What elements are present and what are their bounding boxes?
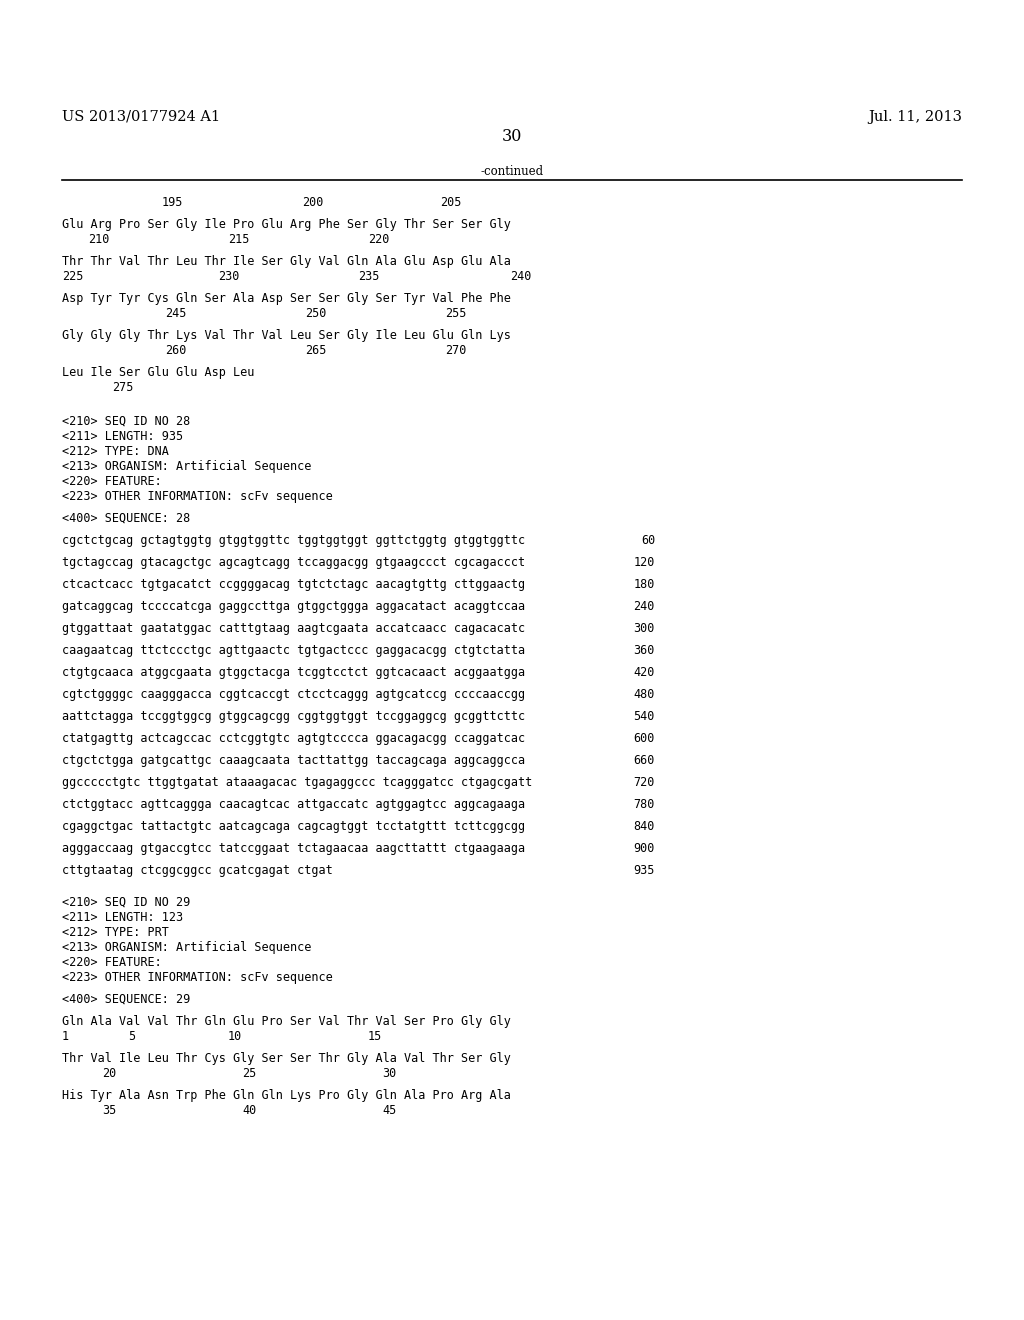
Text: Asp Tyr Tyr Cys Gln Ser Ala Asp Ser Ser Gly Ser Tyr Val Phe Phe: Asp Tyr Tyr Cys Gln Ser Ala Asp Ser Ser … — [62, 292, 511, 305]
Text: 720: 720 — [634, 776, 655, 789]
Text: Gly Gly Gly Thr Lys Val Thr Val Leu Ser Gly Ile Leu Glu Gln Lys: Gly Gly Gly Thr Lys Val Thr Val Leu Ser … — [62, 329, 511, 342]
Text: gatcaggcag tccccatcga gaggccttga gtggctggga aggacatact acaggtccaa: gatcaggcag tccccatcga gaggccttga gtggctg… — [62, 601, 525, 612]
Text: 900: 900 — [634, 842, 655, 855]
Text: 30: 30 — [382, 1067, 396, 1080]
Text: 30: 30 — [502, 128, 522, 145]
Text: 60: 60 — [641, 535, 655, 546]
Text: <212> TYPE: DNA: <212> TYPE: DNA — [62, 445, 169, 458]
Text: 120: 120 — [634, 556, 655, 569]
Text: 260: 260 — [165, 345, 186, 356]
Text: <213> ORGANISM: Artificial Sequence: <213> ORGANISM: Artificial Sequence — [62, 941, 311, 954]
Text: 250: 250 — [305, 308, 327, 319]
Text: 255: 255 — [445, 308, 466, 319]
Text: <220> FEATURE:: <220> FEATURE: — [62, 956, 162, 969]
Text: <210> SEQ ID NO 28: <210> SEQ ID NO 28 — [62, 414, 190, 428]
Text: 15: 15 — [368, 1030, 382, 1043]
Text: ctctggtacc agttcaggga caacagtcac attgaccatc agtggagtcc aggcagaaga: ctctggtacc agttcaggga caacagtcac attgacc… — [62, 799, 525, 810]
Text: ctcactcacc tgtgacatct ccggggacag tgtctctagc aacagtgttg cttggaactg: ctcactcacc tgtgacatct ccggggacag tgtctct… — [62, 578, 525, 591]
Text: 215: 215 — [228, 234, 250, 246]
Text: cgctctgcag gctagtggtg gtggtggttc tggtggtggt ggttctggtg gtggtggttc: cgctctgcag gctagtggtg gtggtggttc tggtggt… — [62, 535, 525, 546]
Text: 540: 540 — [634, 710, 655, 723]
Text: 235: 235 — [358, 271, 379, 282]
Text: <400> SEQUENCE: 29: <400> SEQUENCE: 29 — [62, 993, 190, 1006]
Text: Jul. 11, 2013: Jul. 11, 2013 — [868, 110, 962, 124]
Text: 600: 600 — [634, 733, 655, 744]
Text: 1: 1 — [62, 1030, 70, 1043]
Text: 195: 195 — [162, 195, 183, 209]
Text: ctgctctgga gatgcattgc caaagcaata tacttattgg taccagcaga aggcaggcca: ctgctctgga gatgcattgc caaagcaata tacttat… — [62, 754, 525, 767]
Text: 240: 240 — [510, 271, 531, 282]
Text: 780: 780 — [634, 799, 655, 810]
Text: Thr Val Ile Leu Thr Cys Gly Ser Ser Thr Gly Ala Val Thr Ser Gly: Thr Val Ile Leu Thr Cys Gly Ser Ser Thr … — [62, 1052, 511, 1065]
Text: <400> SEQUENCE: 28: <400> SEQUENCE: 28 — [62, 512, 190, 525]
Text: 20: 20 — [102, 1067, 117, 1080]
Text: <223> OTHER INFORMATION: scFv sequence: <223> OTHER INFORMATION: scFv sequence — [62, 490, 333, 503]
Text: 35: 35 — [102, 1104, 117, 1117]
Text: Leu Ile Ser Glu Glu Asp Leu: Leu Ile Ser Glu Glu Asp Leu — [62, 366, 254, 379]
Text: US 2013/0177924 A1: US 2013/0177924 A1 — [62, 110, 220, 124]
Text: 935: 935 — [634, 865, 655, 876]
Text: <210> SEQ ID NO 29: <210> SEQ ID NO 29 — [62, 896, 190, 909]
Text: gtggattaat gaatatggac catttgtaag aagtcgaata accatcaacc cagacacatc: gtggattaat gaatatggac catttgtaag aagtcga… — [62, 622, 525, 635]
Text: 840: 840 — [634, 820, 655, 833]
Text: tgctagccag gtacagctgc agcagtcagg tccaggacgg gtgaagccct cgcagaccct: tgctagccag gtacagctgc agcagtcagg tccagga… — [62, 556, 525, 569]
Text: agggaccaag gtgaccgtcc tatccggaat tctagaacaa aagcttattt ctgaagaaga: agggaccaag gtgaccgtcc tatccggaat tctagaa… — [62, 842, 525, 855]
Text: 205: 205 — [440, 195, 462, 209]
Text: 270: 270 — [445, 345, 466, 356]
Text: <211> LENGTH: 123: <211> LENGTH: 123 — [62, 911, 183, 924]
Text: caagaatcag ttctccctgc agttgaactc tgtgactccc gaggacacgg ctgtctatta: caagaatcag ttctccctgc agttgaactc tgtgact… — [62, 644, 525, 657]
Text: 5: 5 — [128, 1030, 135, 1043]
Text: 420: 420 — [634, 667, 655, 678]
Text: <212> TYPE: PRT: <212> TYPE: PRT — [62, 927, 169, 939]
Text: 10: 10 — [228, 1030, 243, 1043]
Text: 210: 210 — [88, 234, 110, 246]
Text: <211> LENGTH: 935: <211> LENGTH: 935 — [62, 430, 183, 444]
Text: 220: 220 — [368, 234, 389, 246]
Text: 300: 300 — [634, 622, 655, 635]
Text: cgtctggggc caagggacca cggtcaccgt ctcctcaggg agtgcatccg ccccaaccgg: cgtctggggc caagggacca cggtcaccgt ctcctca… — [62, 688, 525, 701]
Text: 240: 240 — [634, 601, 655, 612]
Text: <223> OTHER INFORMATION: scFv sequence: <223> OTHER INFORMATION: scFv sequence — [62, 972, 333, 983]
Text: cgaggctgac tattactgtc aatcagcaga cagcagtggt tcctatgttt tcttcggcgg: cgaggctgac tattactgtc aatcagcaga cagcagt… — [62, 820, 525, 833]
Text: 480: 480 — [634, 688, 655, 701]
Text: His Tyr Ala Asn Trp Phe Gln Gln Lys Pro Gly Gln Ala Pro Arg Ala: His Tyr Ala Asn Trp Phe Gln Gln Lys Pro … — [62, 1089, 511, 1102]
Text: Thr Thr Val Thr Leu Thr Ile Ser Gly Val Gln Ala Glu Asp Glu Ala: Thr Thr Val Thr Leu Thr Ile Ser Gly Val … — [62, 255, 511, 268]
Text: 265: 265 — [305, 345, 327, 356]
Text: 25: 25 — [242, 1067, 256, 1080]
Text: <213> ORGANISM: Artificial Sequence: <213> ORGANISM: Artificial Sequence — [62, 459, 311, 473]
Text: Glu Arg Pro Ser Gly Ile Pro Glu Arg Phe Ser Gly Thr Ser Ser Gly: Glu Arg Pro Ser Gly Ile Pro Glu Arg Phe … — [62, 218, 511, 231]
Text: <220> FEATURE:: <220> FEATURE: — [62, 475, 162, 488]
Text: ggccccctgtc ttggtgatat ataaagacac tgagaggccc tcagggatcc ctgagcgatt: ggccccctgtc ttggtgatat ataaagacac tgagag… — [62, 776, 532, 789]
Text: ctatgagttg actcagccac cctcggtgtc agtgtcccca ggacagacgg ccaggatcac: ctatgagttg actcagccac cctcggtgtc agtgtcc… — [62, 733, 525, 744]
Text: 225: 225 — [62, 271, 83, 282]
Text: cttgtaatag ctcggcggcc gcatcgagat ctgat: cttgtaatag ctcggcggcc gcatcgagat ctgat — [62, 865, 333, 876]
Text: Gln Ala Val Val Thr Gln Glu Pro Ser Val Thr Val Ser Pro Gly Gly: Gln Ala Val Val Thr Gln Glu Pro Ser Val … — [62, 1015, 511, 1028]
Text: 40: 40 — [242, 1104, 256, 1117]
Text: aattctagga tccggtggcg gtggcagcgg cggtggtggt tccggaggcg gcggttcttc: aattctagga tccggtggcg gtggcagcgg cggtggt… — [62, 710, 525, 723]
Text: ctgtgcaaca atggcgaata gtggctacga tcggtcctct ggtcacaact acggaatgga: ctgtgcaaca atggcgaata gtggctacga tcggtcc… — [62, 667, 525, 678]
Text: 200: 200 — [302, 195, 324, 209]
Text: -continued: -continued — [480, 165, 544, 178]
Text: 230: 230 — [218, 271, 240, 282]
Text: 660: 660 — [634, 754, 655, 767]
Text: 180: 180 — [634, 578, 655, 591]
Text: 245: 245 — [165, 308, 186, 319]
Text: 360: 360 — [634, 644, 655, 657]
Text: 45: 45 — [382, 1104, 396, 1117]
Text: 275: 275 — [112, 381, 133, 393]
